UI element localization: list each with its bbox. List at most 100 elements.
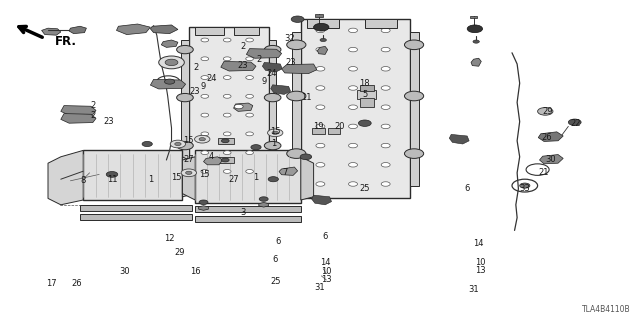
Circle shape [349,86,358,90]
Circle shape [264,45,281,54]
Circle shape [349,143,358,148]
Circle shape [268,129,283,137]
Text: 15: 15 [184,136,194,145]
Text: 33: 33 [520,184,530,193]
Circle shape [181,169,196,177]
Polygon shape [262,62,282,72]
Circle shape [177,45,193,54]
Circle shape [223,76,231,79]
Circle shape [349,67,358,71]
Circle shape [201,132,209,136]
Polygon shape [470,16,477,18]
Text: 8: 8 [81,176,86,185]
Circle shape [251,145,261,150]
Polygon shape [471,58,481,66]
Text: 11: 11 [301,93,311,102]
Text: 17: 17 [46,279,56,288]
Circle shape [272,131,278,134]
Text: 29: 29 [174,248,184,257]
Circle shape [381,143,390,148]
Circle shape [264,141,281,150]
Polygon shape [271,85,291,94]
Polygon shape [182,157,195,197]
Text: 27: 27 [184,156,194,164]
Text: 12: 12 [164,234,175,243]
Polygon shape [204,157,223,165]
Text: 23: 23 [238,61,248,70]
Polygon shape [61,106,96,115]
Bar [234,27,259,35]
Circle shape [404,149,424,158]
Polygon shape [301,157,314,200]
Bar [365,19,397,28]
Circle shape [381,124,390,129]
Bar [218,157,234,163]
Text: 14: 14 [474,239,484,248]
Circle shape [349,182,358,186]
Text: 24: 24 [206,74,216,83]
Bar [83,150,182,200]
Text: 26: 26 [72,279,82,288]
Polygon shape [182,157,195,200]
Circle shape [223,170,231,173]
Bar [195,216,301,222]
Polygon shape [246,49,282,58]
Circle shape [246,132,253,136]
Circle shape [177,93,193,102]
Text: TLA4B4110B: TLA4B4110B [582,305,630,314]
Bar [301,19,410,198]
Text: 19: 19 [314,122,324,131]
Bar [360,98,374,107]
Text: 6: 6 [465,184,470,193]
Circle shape [164,79,175,84]
Text: FR.: FR. [54,35,76,48]
Circle shape [221,158,229,162]
Polygon shape [198,206,209,210]
Circle shape [287,149,306,158]
Text: 1: 1 [148,175,153,184]
Polygon shape [315,14,323,17]
Text: 15: 15 [200,170,210,179]
Text: 26: 26 [542,133,552,142]
Bar [218,138,234,144]
Circle shape [349,163,358,167]
Text: 10: 10 [475,258,485,267]
Text: 2: 2 [241,42,246,51]
Circle shape [264,93,281,102]
Text: 1: 1 [271,140,276,148]
Circle shape [381,105,390,109]
Text: 23: 23 [104,117,114,126]
Text: 2: 2 [90,111,95,120]
Circle shape [381,163,390,167]
Bar [80,205,192,211]
Circle shape [316,86,325,90]
Polygon shape [116,24,150,35]
Polygon shape [70,157,83,197]
Text: 1: 1 [253,173,259,182]
Circle shape [246,170,253,173]
Polygon shape [312,195,332,205]
Text: 27: 27 [228,175,239,184]
Text: 6: 6 [323,232,328,241]
Circle shape [381,47,390,52]
Circle shape [381,28,390,33]
Circle shape [316,47,325,52]
Text: 13: 13 [475,266,485,275]
Text: 31: 31 [315,284,325,292]
Circle shape [349,124,358,129]
Circle shape [538,108,553,115]
Circle shape [223,151,231,155]
Polygon shape [234,103,253,111]
Text: 2: 2 [257,55,262,64]
Text: 3: 3 [241,208,246,217]
Circle shape [291,16,304,22]
Polygon shape [161,40,178,47]
Circle shape [201,94,209,98]
Circle shape [404,91,424,101]
Text: 23: 23 [286,58,296,67]
Circle shape [404,40,424,50]
Text: 5: 5 [362,90,367,99]
Circle shape [473,40,479,43]
Bar [328,128,340,134]
Polygon shape [150,79,186,89]
